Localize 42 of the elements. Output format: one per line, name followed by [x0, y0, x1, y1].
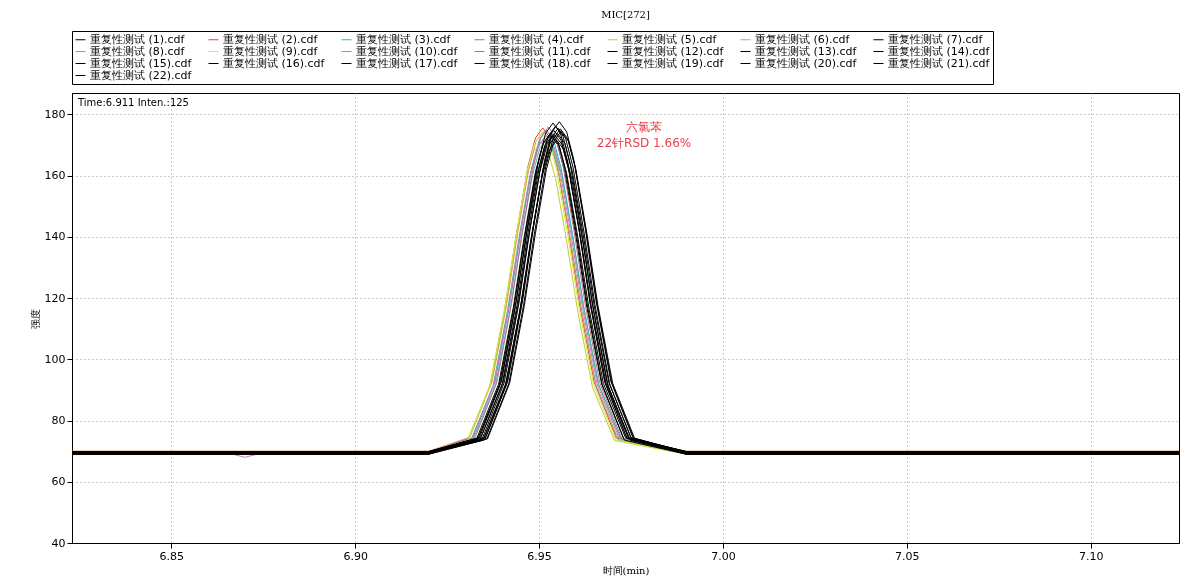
y-tick-label: 40 [51, 536, 66, 550]
legend-label: 重复性测试 (6).cdf [755, 32, 851, 46]
legend-label: 重复性测试 (11).cdf [489, 44, 592, 58]
y-tick-label: 180 [44, 107, 66, 121]
legend-label: 重复性测试 (15).cdf [90, 56, 193, 70]
legend-label: 重复性测试 (4).cdf [489, 32, 585, 46]
x-axis-title: 时间(min) [602, 564, 650, 576]
y-tick-label: 60 [51, 475, 66, 489]
annotation: 六氯苯 [626, 120, 662, 134]
legend-label: 重复性测试 (21).cdf [888, 56, 991, 70]
legend-label: 重复性测试 (12).cdf [622, 44, 725, 58]
legend-label: 重复性测试 (9).cdf [223, 44, 319, 58]
legend-label: 重复性测试 (14).cdf [888, 44, 991, 58]
legend-label: 重复性测试 (20).cdf [755, 56, 858, 70]
x-tick-label: 6.95 [527, 549, 552, 563]
legend-label: 重复性测试 (5).cdf [622, 32, 718, 46]
x-tick-label: 6.90 [343, 549, 368, 563]
x-tick-label: 7.10 [1078, 549, 1104, 563]
y-tick-label: 160 [44, 169, 66, 183]
y-tick-label: 140 [44, 230, 66, 244]
y-tick-label: 120 [44, 291, 66, 305]
y-tick-label: 100 [44, 352, 66, 366]
legend-label: 重复性测试 (16).cdf [223, 56, 326, 70]
chart-title: MIC[272] [601, 9, 650, 20]
x-tick-label: 7.00 [711, 549, 736, 563]
legend-label: 重复性测试 (13).cdf [755, 44, 858, 58]
x-tick-label: 6.85 [159, 549, 185, 563]
legend-label: 重复性测试 (10).cdf [356, 44, 459, 58]
legend-label: 重复性测试 (8).cdf [90, 44, 186, 58]
y-tick-label: 80 [51, 414, 66, 428]
legend-label: 重复性测试 (1).cdf [90, 32, 186, 46]
x-tick-label: 7.05 [895, 549, 920, 563]
annotation: 22针RSD 1.66% [596, 136, 692, 150]
annotation: Time:6.911 Inten.:125 [77, 97, 189, 108]
legend-label: 重复性测试 (19).cdf [622, 56, 725, 70]
y-axis-title: 强度 [29, 308, 41, 329]
legend-label: 重复性测试 (22).cdf [90, 68, 193, 82]
legend-label: 重复性测试 (3).cdf [356, 32, 452, 46]
legend-label: 重复性测试 (7).cdf [888, 32, 984, 46]
legend-label: 重复性测试 (18).cdf [489, 56, 592, 70]
legend-label: 重复性测试 (2).cdf [223, 32, 319, 46]
legend-label: 重复性测试 (17).cdf [356, 56, 459, 70]
